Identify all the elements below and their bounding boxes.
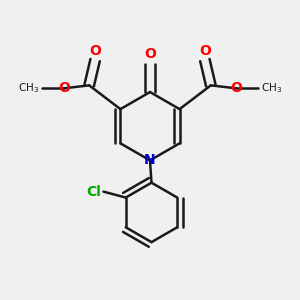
Text: O: O (230, 81, 242, 95)
Text: O: O (58, 81, 70, 95)
Text: Cl: Cl (86, 184, 101, 199)
Text: N: N (144, 153, 156, 167)
Text: O: O (89, 44, 101, 58)
Text: O: O (144, 47, 156, 61)
Text: O: O (199, 44, 211, 58)
Text: CH$_3$: CH$_3$ (18, 81, 39, 95)
Text: CH$_3$: CH$_3$ (261, 81, 282, 95)
